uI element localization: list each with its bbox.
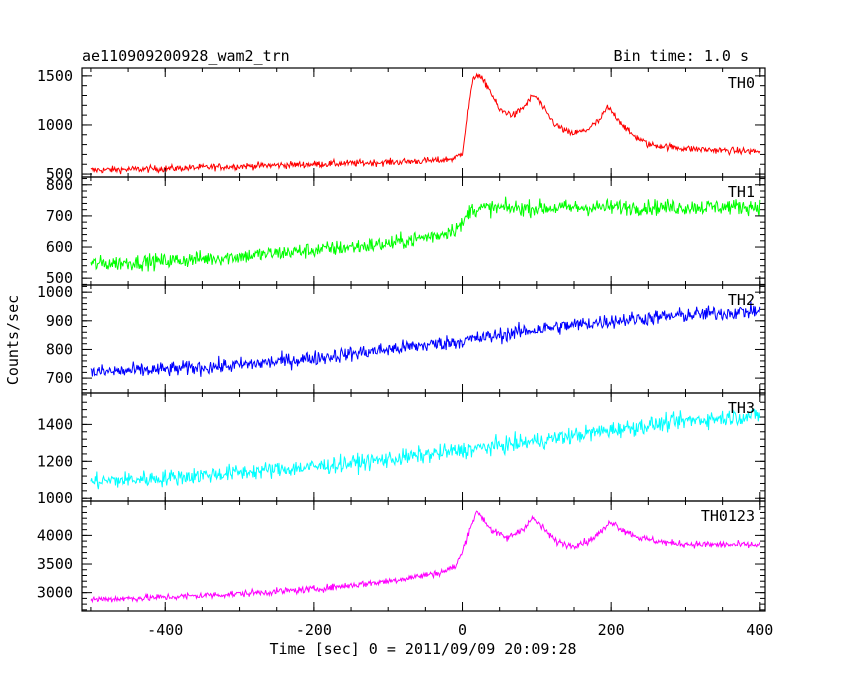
panel-label: TH0 [728,74,755,92]
y-tick-label: 800 [46,176,73,194]
y-tick-label: 700 [46,207,73,225]
y-tick-label: 1000 [37,489,73,507]
x-tick-label: -200 [296,621,332,639]
panel-label: TH2 [728,291,755,309]
panel-frame [81,284,766,394]
panel-label: TH0123 [701,507,755,525]
y-tick-label: 500 [46,165,73,183]
y-tick-label: 600 [46,238,73,256]
series-line-th0 [90,72,761,175]
panel-frame [81,500,766,612]
series-line-th3 [90,408,761,490]
y-axis-label: Counts/sec [4,295,22,385]
y-tick-label: 1400 [37,415,73,433]
y-tick-label: 500 [46,269,73,287]
panel-label: TH3 [728,399,755,417]
y-tick-label: 3500 [37,555,73,573]
panel-th3: 1000 1200 1400 TH3 [37,392,766,507]
series-line-th1 [90,196,761,272]
y-tick-label: 1000 [37,116,73,134]
x-axis-label: Time [sec] 0 = 2011/09/09 20:09:28 [269,640,576,658]
bin-time-label: Bin time: 1.0 s [614,47,749,65]
series-line-th0123 [90,510,761,604]
chart-title: ae110909200928_wam2_trn [82,47,290,65]
panel-th1: 500 600 700 800 TH1 [46,176,766,287]
y-tick-label: 900 [46,312,73,330]
y-tick-label: 1000 [37,283,73,301]
y-tick-label: 1200 [37,452,73,470]
y-tick-label: 700 [46,369,73,387]
x-tick-label: 0 [458,621,467,639]
y-tick-label: 800 [46,340,73,358]
x-tick-label: -400 [147,621,183,639]
panel-th2: 700 800 900 1000 TH2 [37,283,766,394]
y-tick-label: 1500 [37,67,73,85]
series-line-th2 [90,301,761,377]
y-tick-label: 3000 [37,584,73,602]
panel-frame [81,176,766,286]
panel-th0123: 3000 3500 4000 TH0123 [37,500,766,612]
y-tick-label: 4000 [37,526,73,544]
panel-frame [81,392,766,502]
x-tick-label: 400 [746,621,773,639]
panel-label: TH1 [728,183,755,201]
panel-th0: 500 1000 1500 TH0 [37,67,766,183]
x-tick-label: 200 [598,621,625,639]
panel-frame [81,67,766,178]
